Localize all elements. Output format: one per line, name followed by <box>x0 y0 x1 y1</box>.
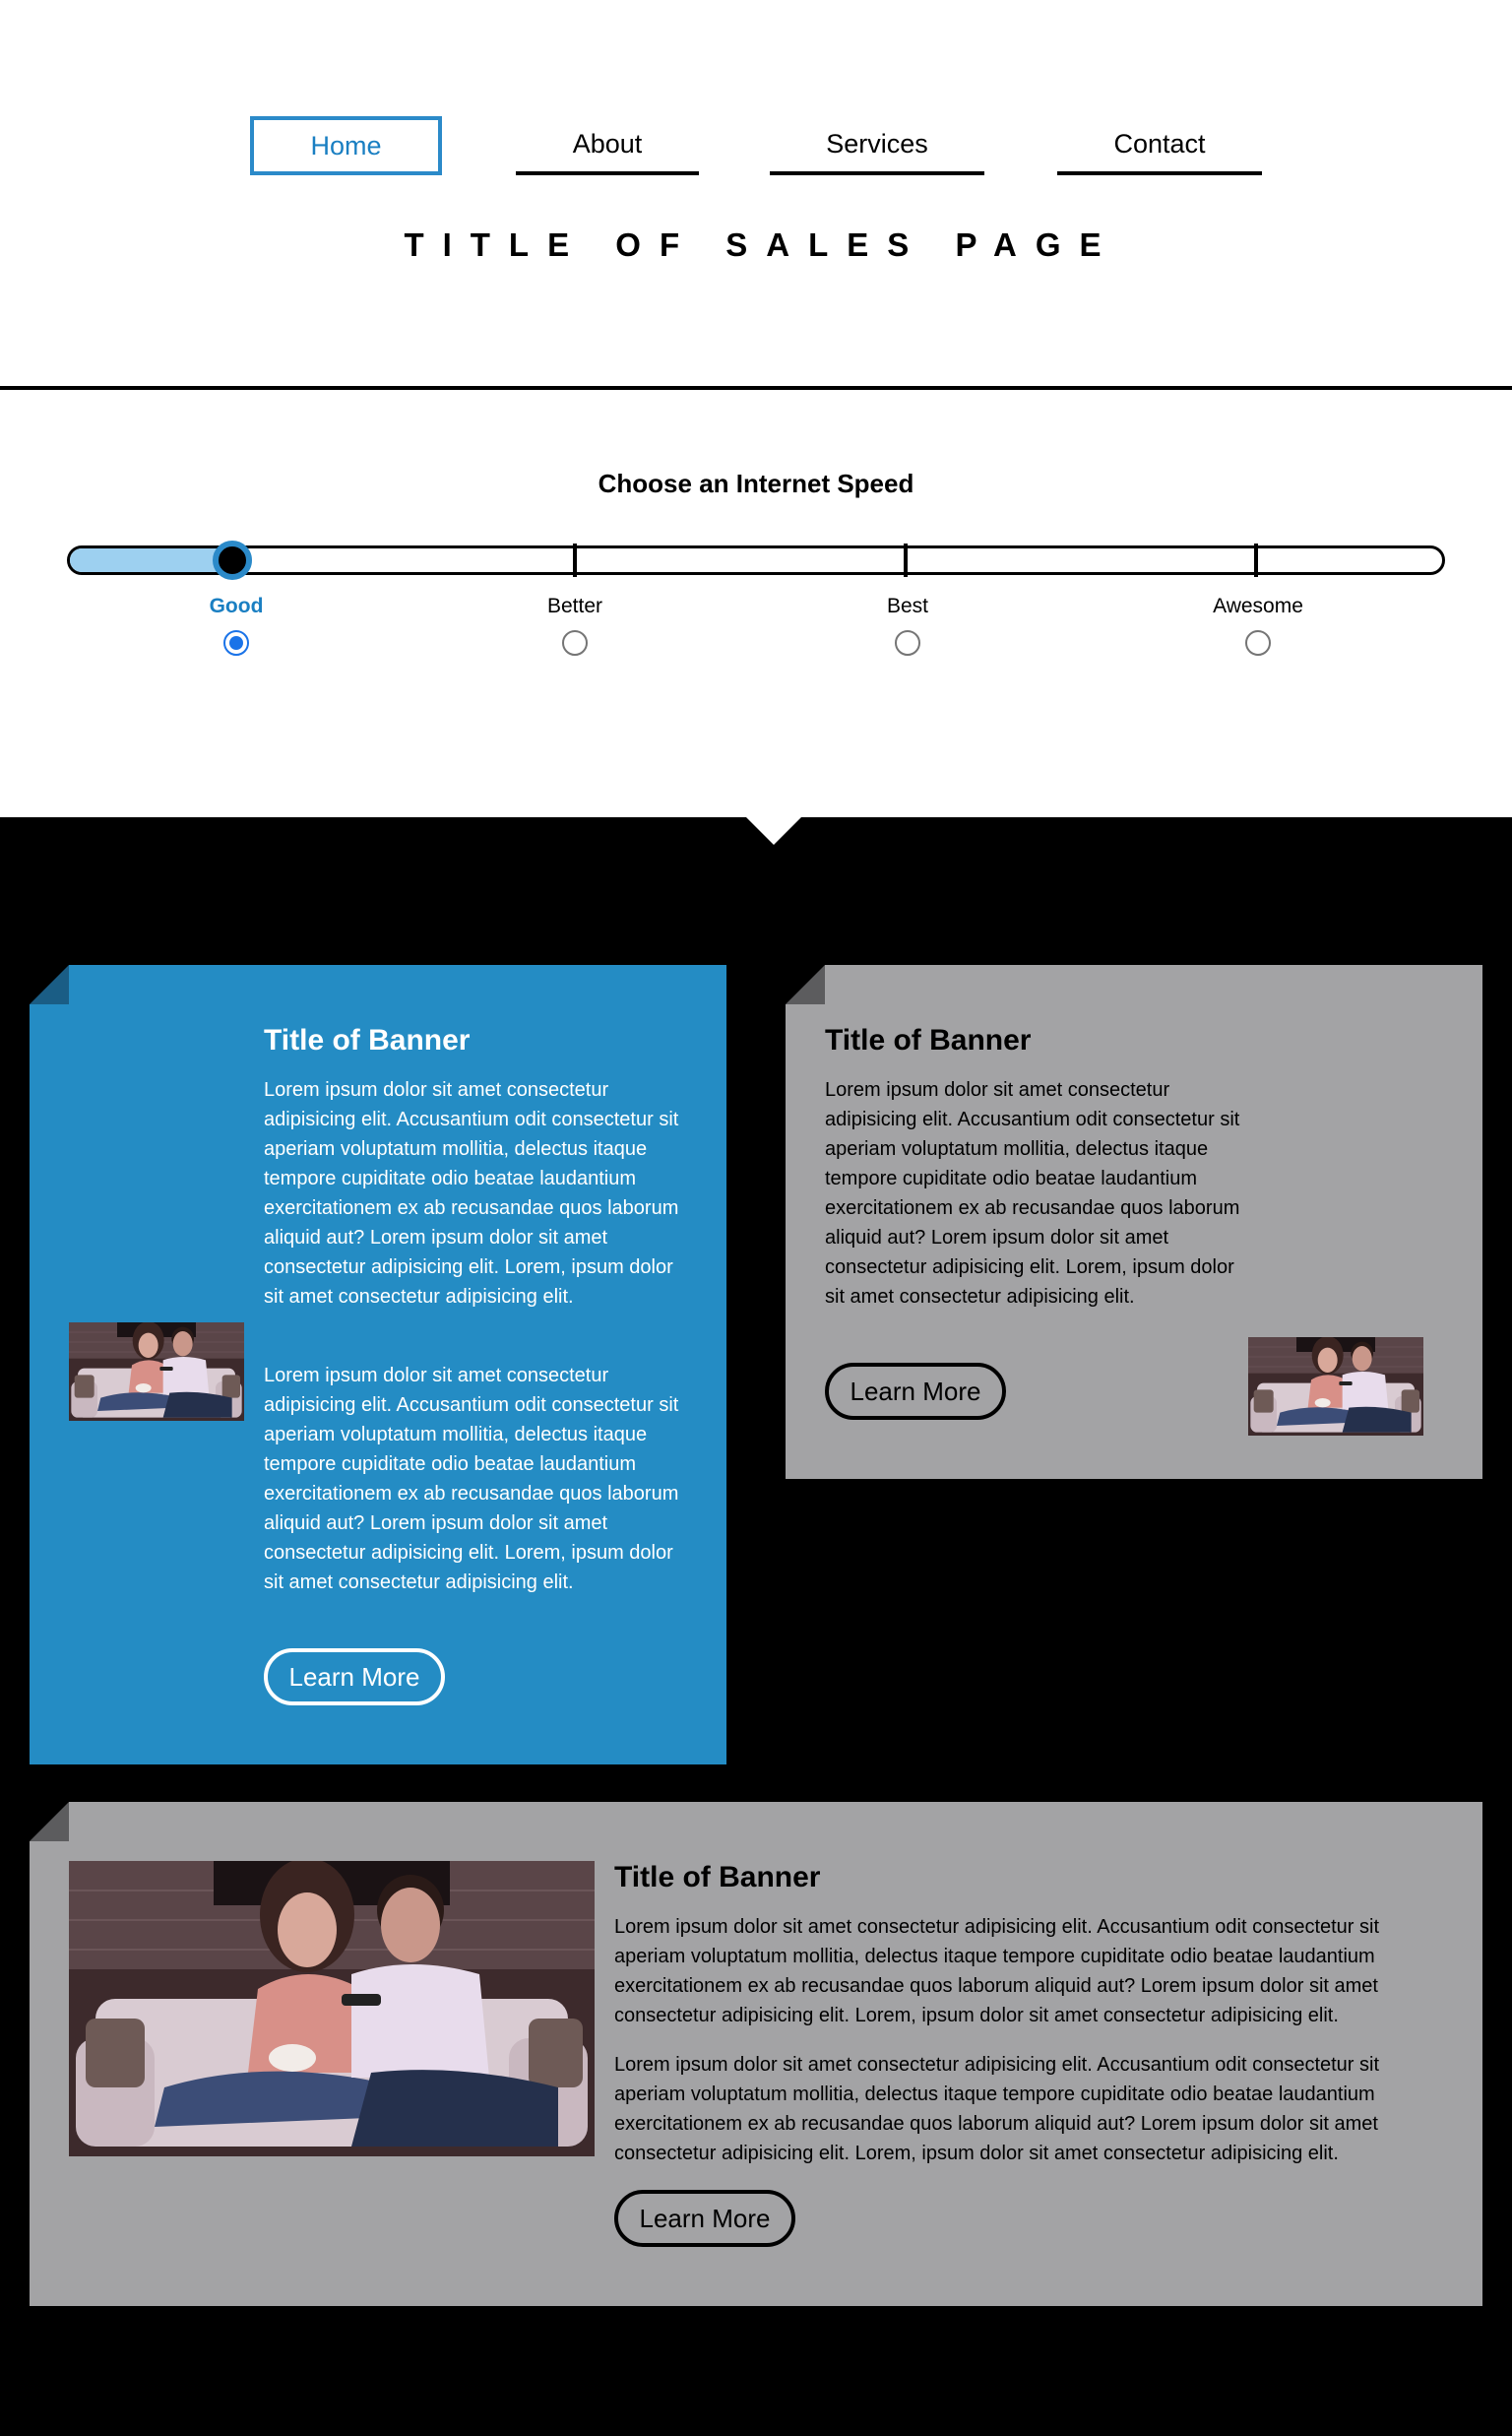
speed-slider-fill <box>70 548 235 572</box>
speed-option-label-good: Good <box>209 595 264 617</box>
banner-paragraph: Lorem ipsum dolor sit amet consectetur a… <box>614 1916 1380 2026</box>
nav-contact[interactable]: Contact <box>1057 116 1262 175</box>
banner-title: Title of Banner <box>825 1024 1032 1057</box>
banner-paragraph: Lorem ipsum dolor sit amet consectetur a… <box>614 2054 1380 2164</box>
banner-title: Title of Banner <box>614 1861 821 1893</box>
speed-heading: Choose an Internet Speed <box>598 469 914 498</box>
speed-option-label-better: Better <box>546 595 603 617</box>
learn-more-button[interactable]: Learn More <box>825 1363 1006 1420</box>
speed-radio-good[interactable] <box>223 630 249 656</box>
page-title: TITLE OF SALES PAGE <box>404 226 1120 263</box>
speed-option-label-best: Best <box>886 595 929 617</box>
banner-title: Title of Banner <box>264 1024 471 1057</box>
slider-tick <box>573 544 577 577</box>
speed-selector: Choose an Internet Speed Good Better Bes… <box>0 390 1512 817</box>
corner-fold <box>30 965 69 1004</box>
couple-on-sofa-photo <box>69 1861 595 2156</box>
banner-paragraph: Lorem ipsum dolor sit amet consectetur a… <box>264 1365 679 1593</box>
banner-paragraph: Lorem ipsum dolor sit amet consectetur a… <box>825 1079 1240 1308</box>
banner-2: Title of Banner Lorem ipsum dolor sit am… <box>786 965 1482 1479</box>
banner-paragraph: Lorem ipsum dolor sit amet consectetur a… <box>264 1079 679 1308</box>
slider-tick <box>1254 544 1258 577</box>
slider-tick <box>904 544 908 577</box>
speed-radio-better[interactable] <box>562 630 588 656</box>
speed-option-label-awesome: Awesome <box>1213 595 1303 617</box>
corner-fold <box>30 1802 69 1841</box>
section-pointer <box>746 817 801 845</box>
couple-on-sofa-photo <box>69 1322 244 1421</box>
speed-slider-handle[interactable] <box>213 541 252 580</box>
speed-radio-awesome[interactable] <box>1245 630 1271 656</box>
site-header: Home About Services Contact TITLE OF SAL… <box>0 0 1512 388</box>
speed-slider-track[interactable] <box>67 545 1445 575</box>
corner-fold <box>786 965 825 1004</box>
nav-about[interactable]: About <box>516 116 699 175</box>
nav-home[interactable]: Home <box>250 116 442 175</box>
learn-more-button[interactable]: Learn More <box>264 1648 445 1705</box>
banner-1: Title of Banner Lorem ipsum dolor sit am… <box>30 965 726 1764</box>
learn-more-button[interactable]: Learn More <box>614 2190 795 2247</box>
banner-3: Title of Banner Lorem ipsum dolor sit am… <box>30 1802 1482 2306</box>
nav-services[interactable]: Services <box>770 116 984 175</box>
speed-radio-best[interactable] <box>895 630 920 656</box>
couple-on-sofa-photo <box>1248 1337 1423 1436</box>
